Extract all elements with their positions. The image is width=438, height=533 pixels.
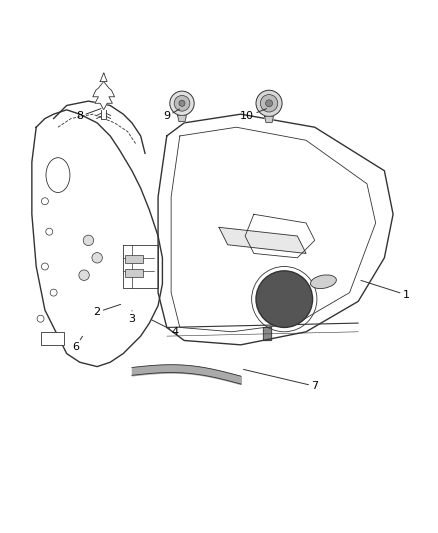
Circle shape: [256, 90, 282, 116]
Polygon shape: [265, 116, 273, 123]
Polygon shape: [93, 82, 115, 110]
Text: 1: 1: [361, 280, 410, 300]
Text: 9: 9: [163, 109, 180, 122]
Circle shape: [265, 100, 272, 107]
Text: 10: 10: [240, 109, 266, 122]
Circle shape: [92, 253, 102, 263]
Text: 7: 7: [244, 369, 318, 391]
Polygon shape: [219, 228, 306, 254]
Bar: [125, 269, 143, 277]
Circle shape: [83, 235, 94, 246]
Circle shape: [79, 270, 89, 280]
Text: 4: 4: [152, 320, 179, 337]
Bar: [41, 332, 64, 345]
Polygon shape: [262, 327, 271, 341]
Circle shape: [256, 271, 313, 327]
Polygon shape: [178, 116, 186, 122]
Circle shape: [170, 91, 194, 116]
Circle shape: [174, 95, 190, 111]
Circle shape: [179, 100, 185, 107]
Polygon shape: [100, 73, 107, 82]
Text: 2: 2: [94, 304, 120, 317]
Text: 3: 3: [128, 311, 135, 324]
Bar: [125, 255, 143, 263]
Ellipse shape: [311, 275, 336, 288]
Circle shape: [260, 94, 278, 112]
Text: 8: 8: [76, 109, 101, 122]
Text: 6: 6: [72, 336, 82, 352]
Polygon shape: [101, 110, 106, 118]
